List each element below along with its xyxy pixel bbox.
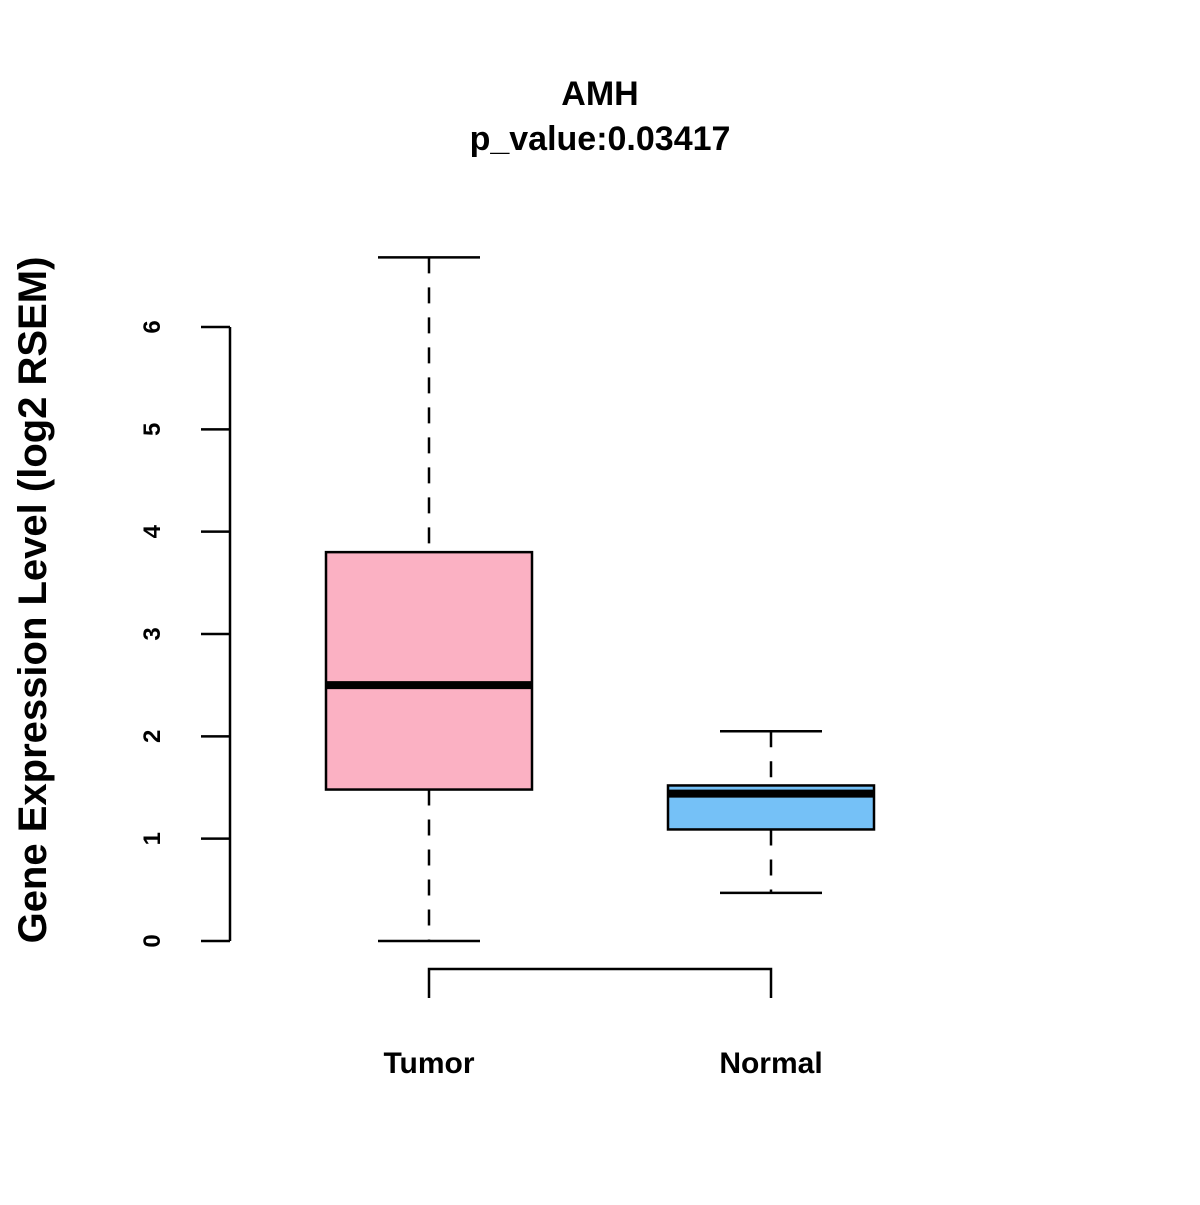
y-axis-label: Gene Expression Level (log2 RSEM) (11, 257, 55, 944)
y-tick-label: 0 (139, 934, 166, 947)
x-category-label: Tumor (383, 1047, 474, 1080)
y-tick-label: 4 (139, 524, 166, 538)
y-tick-label: 3 (139, 627, 166, 640)
iqr-box (324, 550, 534, 791)
y-tick-label: 2 (139, 730, 166, 743)
y-tick-label: 1 (139, 832, 166, 845)
boxes: Tumor Normal (324, 256, 876, 1080)
y-tick-label: 5 (139, 423, 166, 436)
box-normal: Normal (666, 729, 876, 1080)
x-category-label: Normal (719, 1047, 822, 1080)
chart-title: AMH (561, 75, 638, 113)
bracket-line (427, 967, 773, 998)
box-tumor: Tumor (324, 256, 534, 1080)
y-tick-label: 6 (139, 320, 166, 333)
y-axis: 0 1 2 3 4 5 6 (139, 320, 232, 948)
chart-subtitle: p_value:0.03417 (470, 120, 731, 158)
comparison-bracket (427, 967, 773, 998)
